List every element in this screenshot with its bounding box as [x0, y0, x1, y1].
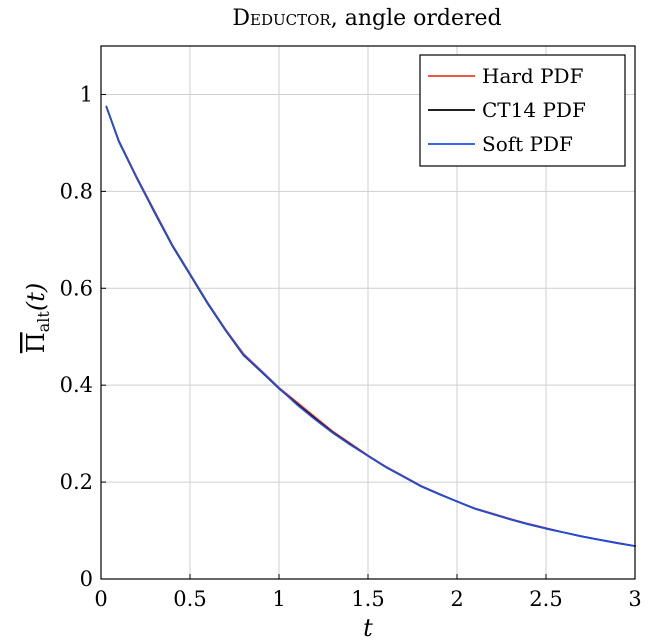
x-tick-label: 2.5 [529, 587, 562, 611]
legend-label: CT14 PDF [482, 98, 586, 122]
y-axis-label-base: Π [22, 332, 50, 353]
legend-label: Hard PDF [482, 64, 584, 88]
chart-title: Deductor, angle ordered [232, 6, 501, 31]
x-tick-label: 3 [628, 587, 641, 611]
series-lines [105, 105, 636, 547]
x-tick-label: 0 [94, 587, 107, 611]
tick-labels: 0 0.5 1 1.5 2 2.5 3 0 0.2 0.4 0.6 0.8 1 [60, 82, 642, 611]
series-line-ct14-pdf [105, 105, 636, 547]
x-tick-label: 0.5 [173, 587, 206, 611]
y-tick-label: 0.2 [60, 470, 93, 494]
y-tick-label: 0.4 [60, 373, 93, 397]
x-tick-label: 2 [450, 587, 463, 611]
y-axis-label-arg: (t) [22, 283, 50, 311]
legend: Hard PDF CT14 PDF Soft PDF [419, 54, 626, 167]
y-axis-label-text: Πalt(t) [22, 283, 53, 353]
y-tick-label: 0.8 [60, 179, 93, 203]
x-tick-label: 1 [272, 587, 285, 611]
y-axis-label-subscript: alt [34, 311, 53, 333]
chart-title-smallcaps: Deductor [232, 6, 331, 31]
y-tick-label: 0 [80, 567, 93, 591]
y-tick-label: 1 [80, 82, 93, 106]
x-axis-label: t [363, 614, 373, 640]
x-tick-label: 1.5 [351, 587, 384, 611]
chart-title-rest: , angle ordered [331, 6, 502, 31]
legend-label: Soft PDF [482, 132, 573, 156]
series-line-soft-pdf [105, 105, 636, 547]
y-tick-label: 0.6 [60, 276, 93, 300]
y-axis-label: Πalt(t) [22, 283, 53, 353]
series-line-hard-pdf [105, 105, 636, 547]
